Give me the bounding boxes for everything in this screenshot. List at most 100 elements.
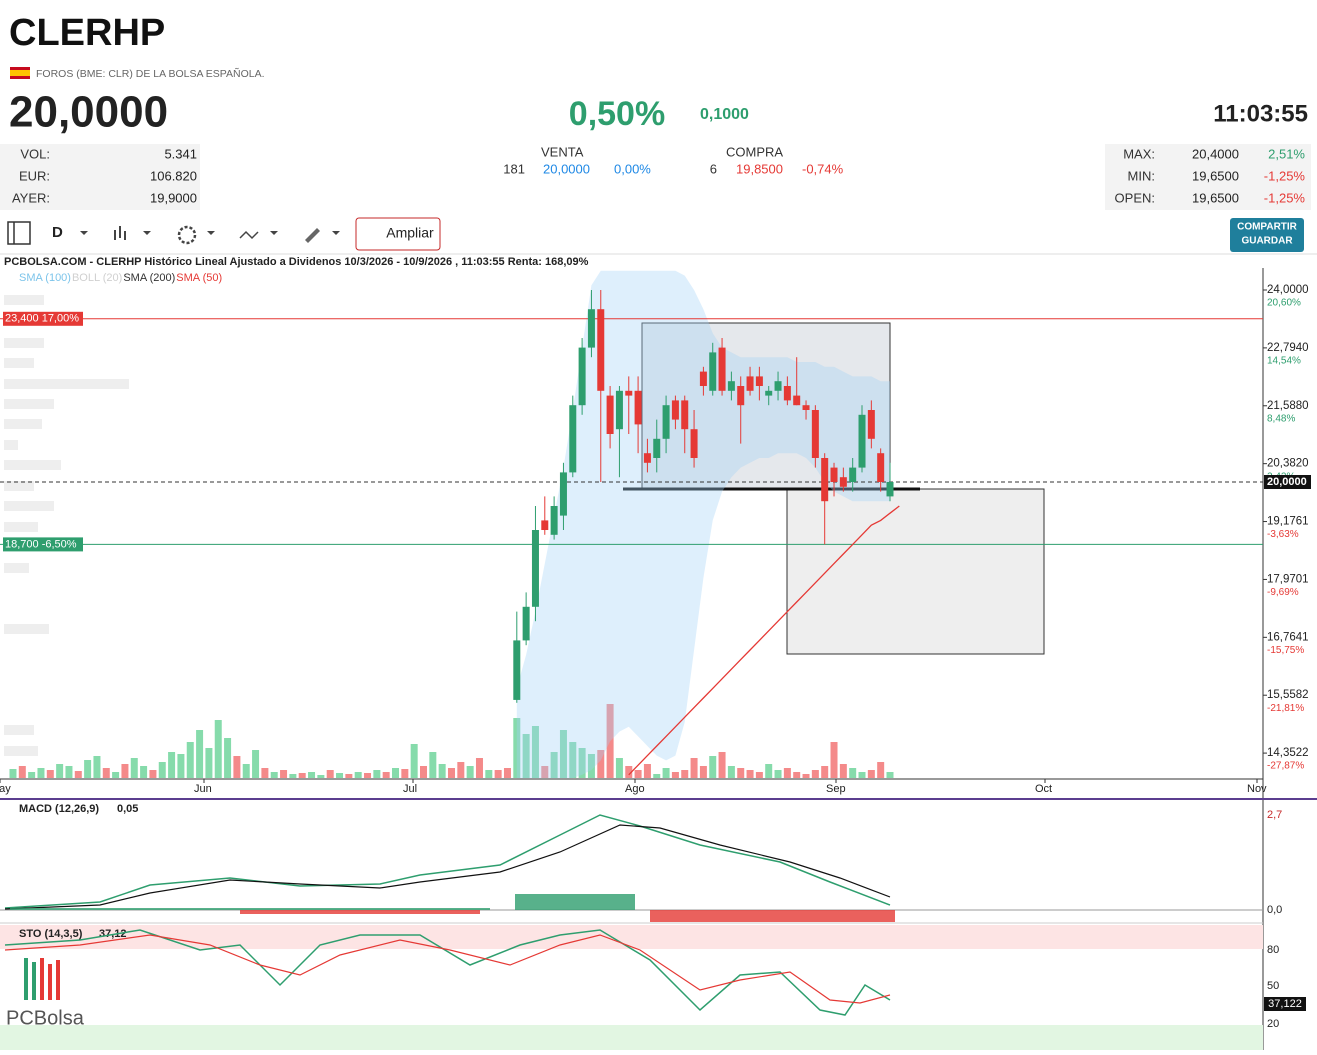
volume-bar	[839, 764, 847, 778]
candle-body	[765, 390, 773, 396]
candle-body	[886, 482, 894, 497]
volume-bar	[793, 772, 801, 778]
share-button[interactable]	[1230, 218, 1304, 252]
volume-bar	[681, 770, 689, 778]
volume-bar	[140, 766, 148, 778]
candle-body	[653, 438, 661, 458]
volume-bar	[289, 774, 297, 778]
venta-label: VENTA	[541, 144, 584, 159]
change-pct: 0,50%	[569, 95, 665, 133]
volume-bar	[727, 766, 735, 778]
compra-qty: 6	[710, 161, 717, 176]
candle-body	[662, 405, 670, 439]
stat-label: EUR:	[19, 168, 50, 183]
indicator-icon[interactable]	[239, 230, 259, 240]
venta-price: 20,0000	[543, 161, 590, 176]
volume-bar	[457, 762, 465, 778]
volume-bar	[364, 773, 372, 778]
zoom-button[interactable]	[355, 217, 441, 251]
y-tick-label: 24,0000	[1267, 284, 1309, 296]
volume-bar	[755, 772, 763, 778]
volume-bar	[587, 754, 595, 778]
volume-bar	[345, 774, 353, 778]
volume-bar	[224, 738, 232, 778]
candle-body	[541, 520, 549, 530]
time: 11:03:55	[1213, 100, 1308, 127]
candle-body	[830, 467, 838, 482]
candle-body	[597, 309, 605, 391]
range-label: MAX:	[1123, 146, 1155, 161]
candle-body	[681, 400, 689, 430]
sto-level: 50	[1267, 980, 1279, 992]
level-tag	[3, 537, 83, 552]
volume-bar	[196, 730, 204, 778]
volume-bar	[9, 769, 17, 778]
drawing-box[interactable]	[786, 488, 1045, 655]
volume-bar	[149, 770, 157, 778]
volume-bar	[74, 771, 82, 778]
current-tag	[1264, 475, 1311, 489]
x-tick-label: Nov	[1247, 783, 1267, 795]
volume-bar	[634, 770, 642, 778]
volume-bar	[849, 768, 857, 778]
candle-body	[569, 405, 577, 473]
volume-bar	[37, 768, 45, 778]
price-pane	[0, 270, 1263, 779]
candle-body	[531, 530, 539, 607]
logo: PCBolsa	[6, 958, 85, 1029]
period[interactable]: D	[52, 224, 63, 241]
candle-icon[interactable]	[114, 226, 126, 240]
candle-body	[625, 390, 633, 396]
range-pct: -1,25%	[1264, 168, 1306, 183]
stat-value: 5.341	[164, 146, 197, 161]
macd-histogram	[10, 894, 635, 910]
pct-tick-label: 20,60%	[1267, 298, 1301, 309]
stat-label: VOL:	[20, 146, 50, 161]
volume-bar	[559, 730, 567, 778]
blurred-list	[4, 295, 129, 756]
volume-bar	[513, 718, 521, 778]
chart-title: PCBOLSA.COM - CLERHP Histórico Lineal Aj…	[4, 256, 589, 268]
range-bg	[1105, 144, 1311, 210]
pct-tick-label: -9,69%	[1267, 587, 1299, 598]
candle-body	[821, 458, 829, 502]
volume-bar	[168, 752, 176, 778]
volume-bar	[130, 758, 138, 778]
sto-marker-label: 37,122	[1268, 998, 1302, 1010]
volume-bar	[811, 770, 819, 778]
stats-bg	[0, 144, 200, 210]
volume-bar	[606, 704, 614, 778]
settings-icon[interactable]	[177, 225, 197, 245]
volume-bar	[671, 772, 679, 778]
volume-bar	[774, 770, 782, 778]
candle-body	[522, 606, 530, 641]
macd-top: 2,7	[1267, 809, 1282, 821]
y-tick-label: 20,3820	[1267, 458, 1309, 470]
volume-bar	[783, 768, 791, 778]
volume-bar	[354, 772, 362, 778]
range-value: 19,6500	[1192, 190, 1239, 205]
macd-line	[4, 814, 891, 909]
volume-bar	[102, 768, 110, 778]
macd-label: MACD (12,26,9)	[19, 803, 99, 815]
volume-bar	[858, 772, 866, 778]
symbol: CLERHP	[9, 12, 165, 54]
volume-bar	[429, 752, 437, 778]
sto-level: 20	[1267, 1018, 1279, 1030]
panel-toggle[interactable]	[7, 221, 31, 245]
volume-bar	[317, 775, 325, 778]
volume-bar	[121, 764, 129, 778]
macd-value: 0,05	[117, 803, 138, 815]
volume-bar	[746, 770, 754, 778]
range-label: MIN:	[1128, 168, 1155, 183]
volume-bar	[475, 758, 483, 778]
x-tick-label: May	[0, 783, 11, 795]
volume-bar	[830, 742, 838, 778]
volume-bar	[373, 770, 381, 778]
level-label: 23,400 17,00%	[5, 313, 79, 325]
volume-bar	[653, 774, 661, 778]
draw-icon[interactable]	[305, 228, 320, 243]
zoom-label: Ampliar	[386, 225, 434, 241]
